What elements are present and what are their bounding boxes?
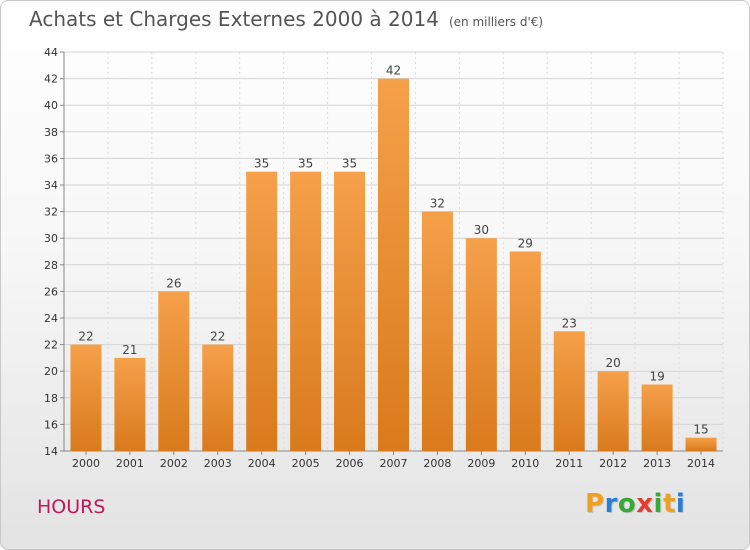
- x-tick-label: 2008: [423, 457, 451, 470]
- logo-letter: P: [585, 489, 605, 519]
- bar-value-label: 30: [474, 223, 489, 237]
- x-tick-label: 2002: [160, 457, 188, 470]
- chart-subtitle: (en milliers d'€): [448, 15, 544, 29]
- y-tick-label: 42: [44, 73, 58, 86]
- logo-letter: x: [636, 489, 654, 519]
- bar-value-label: 29: [518, 237, 533, 251]
- y-tick-label: 40: [44, 99, 58, 112]
- y-tick-label: 44: [44, 46, 58, 59]
- bar: [158, 291, 190, 451]
- y-tick-label: 18: [44, 392, 58, 405]
- logo-letter: t: [662, 489, 676, 519]
- y-tick-label: 32: [44, 206, 58, 219]
- bar-value-label: 35: [254, 157, 269, 171]
- y-tick-label: 26: [44, 285, 58, 298]
- x-tick-label: 2011: [555, 457, 583, 470]
- y-tick-label: 30: [44, 232, 58, 245]
- bar-value-label: 42: [386, 64, 401, 78]
- bar: [114, 357, 146, 451]
- y-tick-label: 28: [44, 259, 58, 272]
- bar: [597, 371, 629, 451]
- logo-letter: r: [604, 489, 618, 519]
- x-tick-label: 2007: [380, 457, 408, 470]
- bar-value-label: 21: [122, 343, 137, 357]
- bar-value-label: 19: [649, 370, 664, 384]
- x-tick-label: 2013: [643, 457, 671, 470]
- y-tick-label: 22: [44, 339, 58, 352]
- y-tick-label: 16: [44, 418, 58, 431]
- bar-value-label: 26: [166, 276, 181, 290]
- labels: 14 16 18 20 22 24 26 28 30 32 34 36 38 40 42 44 22 2000 21…: [44, 46, 715, 470]
- y-tick-label: 34: [44, 179, 58, 192]
- logo-letter: i: [675, 489, 686, 519]
- y-tick-label: 38: [44, 126, 58, 139]
- bar-value-label: 22: [210, 330, 225, 344]
- bar-value-label: 20: [606, 356, 621, 370]
- x-tick-label: 2001: [116, 457, 144, 470]
- bar: [641, 384, 673, 451]
- commune-name: HOURS: [37, 496, 106, 518]
- bar-value-label: 35: [298, 157, 313, 171]
- chart-title-block: Achats et Charges Externes 2000 à 2014 (e…: [29, 7, 543, 31]
- y-tick-label: 36: [44, 152, 58, 165]
- logo-letter: o: [617, 489, 637, 519]
- x-tick-label: 2004: [248, 457, 276, 470]
- proxiti-logo[interactable]: Proxiti: [585, 489, 685, 519]
- bar: [290, 171, 322, 451]
- bar-value-label: 32: [430, 197, 445, 211]
- bar: [246, 171, 278, 451]
- x-tick-label: 2000: [72, 457, 100, 470]
- y-tick-label: 20: [44, 365, 58, 378]
- bar: [553, 331, 585, 451]
- y-tick-label: 14: [44, 445, 58, 458]
- bar: [685, 437, 717, 451]
- bar: [70, 344, 102, 451]
- bar: [334, 171, 366, 451]
- bar: [509, 251, 541, 451]
- bar: [465, 238, 497, 451]
- bars: [70, 78, 717, 451]
- bar-value-label: 23: [562, 316, 577, 330]
- bar: [378, 78, 409, 451]
- x-tick-label: 2012: [599, 457, 627, 470]
- bar-value-label: 35: [342, 157, 357, 171]
- x-tick-label: 2014: [687, 457, 715, 470]
- x-tick-label: 2009: [467, 457, 495, 470]
- logo-letter: i: [653, 489, 663, 519]
- bar: [421, 211, 453, 451]
- bar: [202, 344, 234, 451]
- x-tick-label: 2006: [336, 457, 364, 470]
- bar-value-label: 15: [693, 423, 708, 437]
- chart-title: Achats et Charges Externes 2000 à 2014: [29, 7, 439, 31]
- x-tick-label: 2005: [292, 457, 320, 470]
- y-tick-label: 24: [44, 312, 58, 325]
- bar-value-label: 22: [78, 330, 93, 344]
- x-tick-label: 2010: [511, 457, 539, 470]
- x-tick-label: 2003: [204, 457, 232, 470]
